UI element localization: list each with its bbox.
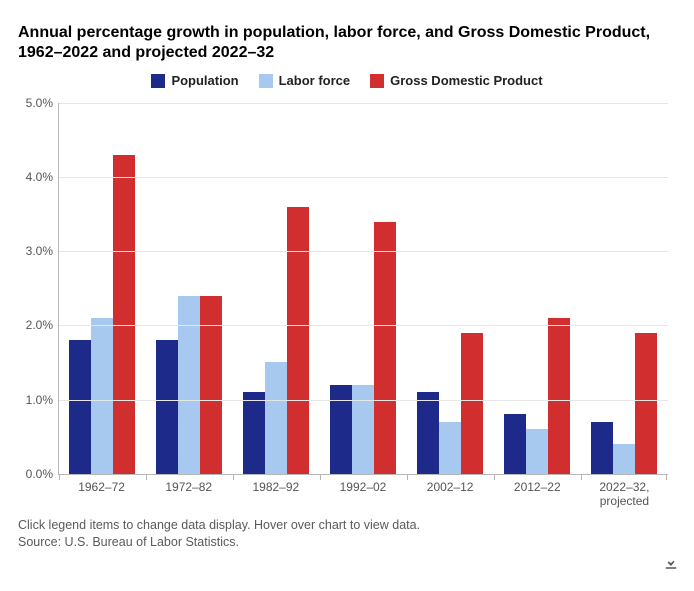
bar-group — [59, 103, 146, 474]
x-tick-label: 1982–92 — [232, 475, 319, 515]
plot-area: 0.0%1.0%2.0%3.0%4.0%5.0% — [58, 103, 668, 475]
gridline — [59, 177, 668, 178]
bar-population[interactable] — [69, 340, 91, 474]
bar-labor_force[interactable] — [178, 296, 200, 474]
bar-labor_force[interactable] — [439, 422, 461, 474]
x-tick-label: 1962–72 — [58, 475, 145, 515]
bar-gdp[interactable] — [200, 296, 222, 474]
legend-item-labor_force[interactable]: Labor force — [259, 73, 351, 88]
bar-labor_force[interactable] — [352, 385, 374, 474]
gridline — [59, 325, 668, 326]
bar-group — [320, 103, 407, 474]
bar-group — [581, 103, 668, 474]
x-tick-label: 1972–82 — [145, 475, 232, 515]
legend-swatch — [151, 74, 165, 88]
bar-population[interactable] — [591, 422, 613, 474]
bar-population[interactable] — [243, 392, 265, 474]
bar-gdp[interactable] — [548, 318, 570, 474]
y-tick-label: 3.0% — [26, 244, 59, 258]
gridline — [59, 400, 668, 401]
legend-swatch — [370, 74, 384, 88]
x-tick-label: 2012–22 — [494, 475, 581, 515]
bar-group — [233, 103, 320, 474]
download-icon[interactable] — [662, 553, 680, 571]
bar-groups — [59, 103, 668, 474]
chart: 0.0%1.0%2.0%3.0%4.0%5.0% 1962–721972–821… — [58, 95, 668, 515]
gridline — [59, 103, 668, 104]
legend-label: Labor force — [279, 73, 351, 88]
bar-group — [407, 103, 494, 474]
bar-group — [494, 103, 581, 474]
bar-labor_force[interactable] — [265, 362, 287, 473]
bar-gdp[interactable] — [635, 333, 657, 474]
bar-group — [146, 103, 233, 474]
bar-labor_force[interactable] — [613, 444, 635, 474]
bar-population[interactable] — [417, 392, 439, 474]
y-tick-label: 5.0% — [26, 96, 59, 110]
legend-label: Population — [171, 73, 238, 88]
bar-gdp[interactable] — [461, 333, 483, 474]
legend-item-population[interactable]: Population — [151, 73, 238, 88]
source-text: Source: U.S. Bureau of Labor Statistics. — [18, 534, 676, 551]
legend-swatch — [259, 74, 273, 88]
chart-title: Annual percentage growth in population, … — [18, 23, 676, 63]
legend-item-gdp[interactable]: Gross Domestic Product — [370, 73, 542, 88]
y-tick-label: 2.0% — [26, 318, 59, 332]
legend-label: Gross Domestic Product — [390, 73, 542, 88]
hint-text: Click legend items to change data displa… — [18, 517, 676, 534]
chart-footer: Click legend items to change data displa… — [18, 517, 676, 551]
x-tick-label: 2002–12 — [407, 475, 494, 515]
bar-gdp[interactable] — [287, 207, 309, 474]
y-tick-label: 4.0% — [26, 170, 59, 184]
gridline — [59, 251, 668, 252]
bar-population[interactable] — [504, 414, 526, 473]
bar-gdp[interactable] — [113, 155, 135, 474]
bar-labor_force[interactable] — [526, 429, 548, 474]
bar-gdp[interactable] — [374, 222, 396, 474]
x-tick-label: 1992–02 — [319, 475, 406, 515]
x-axis-labels: 1962–721972–821982–921992–022002–122012–… — [58, 475, 668, 515]
x-tick-label: 2022–32,projected — [581, 475, 668, 515]
y-tick-label: 0.0% — [26, 467, 59, 481]
y-tick-label: 1.0% — [26, 393, 59, 407]
bar-labor_force[interactable] — [91, 318, 113, 474]
legend: Population Labor force Gross Domestic Prod… — [18, 73, 676, 91]
bar-population[interactable] — [330, 385, 352, 474]
bar-population[interactable] — [156, 340, 178, 474]
